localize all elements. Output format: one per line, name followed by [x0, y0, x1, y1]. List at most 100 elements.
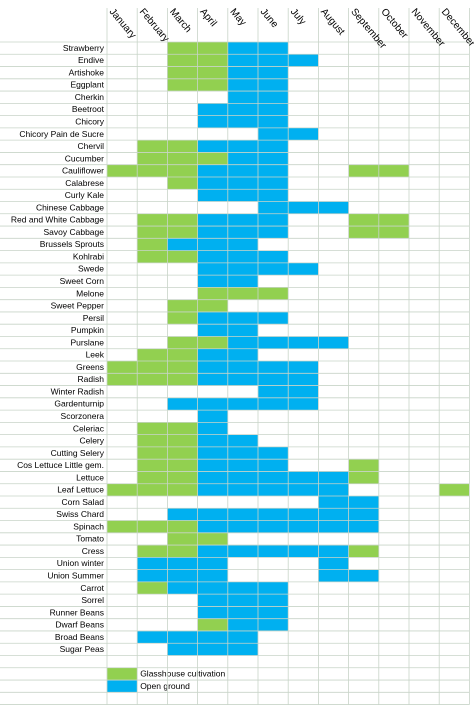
- cell: [258, 581, 289, 595]
- cell: [258, 91, 289, 104]
- cell: [167, 213, 198, 227]
- cell: [258, 606, 289, 619]
- cell: [318, 569, 349, 582]
- cell: [197, 66, 228, 79]
- cell: [227, 91, 258, 104]
- row-label: Leaf Lettuce: [57, 485, 104, 495]
- row-label: Union winter: [57, 558, 104, 568]
- cell: [137, 630, 168, 644]
- cell: [318, 520, 349, 533]
- cell: [227, 54, 258, 67]
- cell: [197, 606, 228, 619]
- cell: [197, 630, 228, 644]
- cell: [227, 66, 258, 79]
- cell: [197, 643, 228, 656]
- month-label: May: [227, 7, 248, 29]
- legend-swatch: [107, 667, 138, 681]
- cell: [197, 311, 228, 325]
- cell: [227, 618, 258, 631]
- cell: [227, 483, 258, 496]
- cell: [197, 176, 228, 190]
- row-label: Cauliflower: [62, 166, 104, 176]
- cell: [137, 373, 168, 386]
- row-label: Endive: [78, 55, 104, 65]
- cell: [197, 324, 228, 337]
- cell: [197, 422, 228, 435]
- cell: [167, 250, 198, 263]
- cell: [167, 164, 198, 177]
- cell: [227, 42, 258, 55]
- cell: [197, 446, 228, 460]
- cell: [258, 201, 289, 214]
- row-label: Cherkin: [75, 92, 105, 102]
- cell: [227, 115, 258, 128]
- cell: [227, 581, 258, 595]
- row-label: Sorrel: [81, 595, 104, 605]
- cell: [197, 115, 228, 128]
- row-label: Curly Kale: [65, 190, 104, 200]
- cell: [137, 581, 168, 595]
- cell: [258, 385, 289, 398]
- cell: [258, 262, 289, 276]
- row-label: Chicory Pain de Sucre: [19, 129, 104, 139]
- cell: [197, 164, 228, 177]
- cell: [197, 152, 228, 165]
- month-label: January: [107, 7, 138, 41]
- row-label: Celeriac: [73, 423, 105, 433]
- legend-label: Glasshouse cultivation: [140, 669, 225, 679]
- cell: [258, 508, 289, 521]
- cell: [197, 569, 228, 582]
- cell: [167, 459, 198, 472]
- cell: [227, 594, 258, 607]
- cell: [258, 115, 289, 128]
- cell: [167, 446, 198, 460]
- cell: [167, 373, 198, 386]
- cell: [227, 164, 258, 177]
- cell: [258, 373, 289, 386]
- cell: [258, 226, 289, 239]
- cell: [227, 103, 258, 116]
- cell: [288, 262, 319, 276]
- cell: [197, 361, 228, 374]
- cell: [197, 410, 228, 423]
- cell: [167, 569, 198, 582]
- cell: [258, 483, 289, 496]
- cell: [107, 483, 138, 496]
- cell: [288, 397, 319, 411]
- cell: [197, 581, 228, 595]
- cell: [348, 164, 379, 177]
- cell: [258, 42, 289, 55]
- row-label: Tomato: [76, 534, 104, 544]
- row-label: Savoy Cabbage: [44, 227, 105, 237]
- legend-swatch: [107, 680, 138, 693]
- cell: [227, 348, 258, 362]
- cell: [258, 152, 289, 165]
- cell: [258, 520, 289, 533]
- cell: [227, 397, 258, 411]
- cell: [318, 201, 349, 214]
- cell: [288, 520, 319, 533]
- cell: [258, 594, 289, 607]
- cell: [197, 287, 228, 300]
- cell: [227, 446, 258, 460]
- cell: [197, 557, 228, 570]
- cell: [258, 66, 289, 79]
- cell: [258, 446, 289, 460]
- cell: [348, 213, 379, 227]
- cell: [167, 471, 198, 484]
- cell: [167, 557, 198, 570]
- cell: [137, 152, 168, 165]
- row-label: Chinese Cabbage: [36, 202, 104, 212]
- cell: [258, 103, 289, 116]
- cell: [167, 422, 198, 435]
- cell: [227, 630, 258, 644]
- row-label: Red and White Cabbage: [11, 215, 104, 225]
- cell: [107, 373, 138, 386]
- row-label: Brussels Sprouts: [40, 239, 104, 249]
- row-label: Strawberry: [63, 43, 105, 53]
- cell: [227, 287, 258, 300]
- cell: [167, 630, 198, 644]
- cell: [258, 127, 289, 141]
- row-label: Kohlrabi: [73, 251, 104, 261]
- cell: [137, 434, 168, 447]
